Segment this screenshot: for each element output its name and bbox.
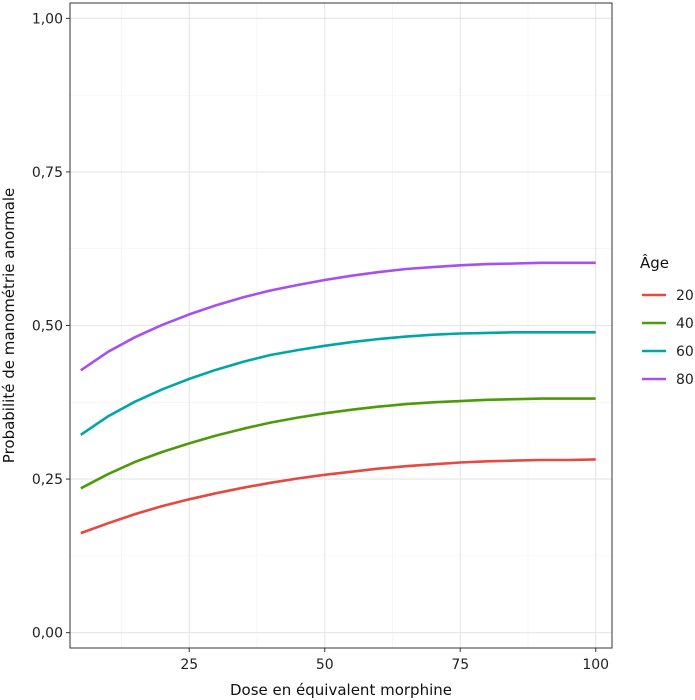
legend-label-40: 40: [676, 316, 694, 332]
legend-label-20: 20: [676, 288, 694, 304]
y-axis-title: Probabilité de manométrie anormale: [0, 188, 18, 463]
x-axis-title: Dose en équivalent morphine: [230, 681, 452, 699]
y-tick-label: 0,75: [32, 165, 63, 181]
y-tick-label: 1,00: [32, 11, 63, 27]
series-lines: [80, 261, 596, 535]
series-line-age-60: [80, 330, 596, 436]
y-tick-label: 0,50: [32, 319, 63, 335]
series-line-age-80: [80, 261, 596, 372]
legend-title: Âge: [640, 253, 669, 272]
y-tick-label: 0,00: [32, 626, 63, 642]
series-line-age-20: [80, 458, 596, 535]
series-line-age-40: [80, 397, 596, 490]
x-tick-label: 50: [316, 657, 334, 673]
axis-ticks: 25 50 75 100 0,00 0,25 0,50 0,75 1,00: [32, 11, 609, 673]
y-tick-label: 0,25: [32, 472, 63, 488]
grid: [70, 3, 612, 648]
legend-label-60: 60: [676, 344, 694, 360]
legend: Âge 20 40 60 80: [640, 253, 694, 388]
legend-label-80: 80: [676, 372, 694, 388]
x-tick-label: 75: [451, 657, 469, 673]
x-tick-label: 25: [180, 657, 198, 673]
x-tick-label: 100: [582, 657, 609, 673]
